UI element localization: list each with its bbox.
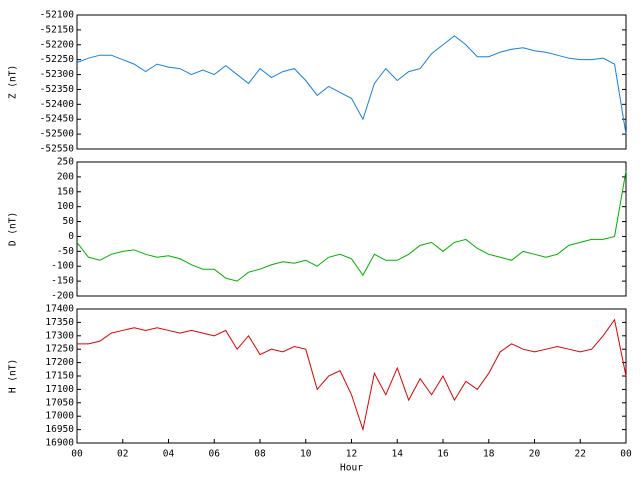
- y-tick-label: 100: [57, 201, 74, 212]
- x-tick-label: 20: [529, 449, 541, 460]
- y-tick-label: -52550: [40, 144, 75, 155]
- y-tick-label: 50: [63, 216, 75, 227]
- y-tick-label: 17250: [45, 344, 74, 355]
- y-tick-label: 0: [68, 231, 74, 242]
- x-tick-label: 18: [483, 449, 495, 460]
- y-tick-label: 16950: [45, 424, 74, 435]
- x-tick-label: 10: [300, 449, 312, 460]
- data-line: [76, 35, 627, 135]
- y-tick-label: -52250: [40, 54, 75, 65]
- y-tick-label: 17100: [45, 384, 74, 395]
- x-tick-label: 08: [254, 449, 266, 460]
- y-axis-label: H (nT): [8, 359, 19, 393]
- y-tick-label: -52450: [40, 114, 75, 125]
- plot-frame: [76, 308, 627, 444]
- y-tick-label: -52400: [40, 99, 75, 110]
- y-axis-label: D (nT): [8, 212, 19, 246]
- plot-frame: [76, 161, 627, 297]
- y-tick-label: 17400: [45, 304, 74, 315]
- x-tick-label: 22: [575, 449, 586, 460]
- y-tick-label: -52100: [40, 10, 75, 21]
- y-tick-label: -100: [51, 261, 74, 272]
- y-tick-label: -50: [57, 246, 74, 257]
- y-tick-label: -52200: [40, 39, 75, 50]
- x-tick-label: 04: [163, 449, 175, 460]
- x-tick-label: 12: [346, 449, 357, 460]
- y-tick-label: 17350: [45, 317, 74, 328]
- y-tick-label: 250: [57, 157, 74, 168]
- x-tick-label: 00: [620, 449, 632, 460]
- x-tick-label: 02: [117, 449, 128, 460]
- y-tick-label: 17050: [45, 397, 74, 408]
- y-tick-label: 17200: [45, 357, 74, 368]
- x-tick-label: 14: [392, 449, 404, 460]
- data-line: [77, 318, 627, 432]
- y-tick-label: 17000: [45, 411, 74, 422]
- x-tick-label: 16: [437, 449, 449, 460]
- y-tick-label: -200: [51, 291, 74, 302]
- x-tick-label: 00: [71, 449, 83, 460]
- y-tick-label: 16900: [45, 438, 74, 449]
- y-tick-label: 150: [57, 186, 74, 197]
- x-tick-label: 06: [209, 449, 221, 460]
- y-tick-label: -52350: [40, 84, 75, 95]
- data-line: [76, 170, 627, 282]
- y-tick-label: -52150: [40, 24, 75, 35]
- y-tick-label: -150: [51, 276, 74, 287]
- y-axis-label: Z (nT): [8, 65, 19, 99]
- y-tick-label: 17300: [45, 330, 74, 341]
- plot-frame: [76, 14, 627, 150]
- y-tick-label: 17150: [45, 371, 74, 382]
- y-tick-label: -52300: [40, 69, 75, 80]
- y-tick-label: 200: [57, 171, 74, 182]
- y-tick-label: -52500: [40, 129, 75, 140]
- x-axis-label: Hour: [340, 463, 363, 474]
